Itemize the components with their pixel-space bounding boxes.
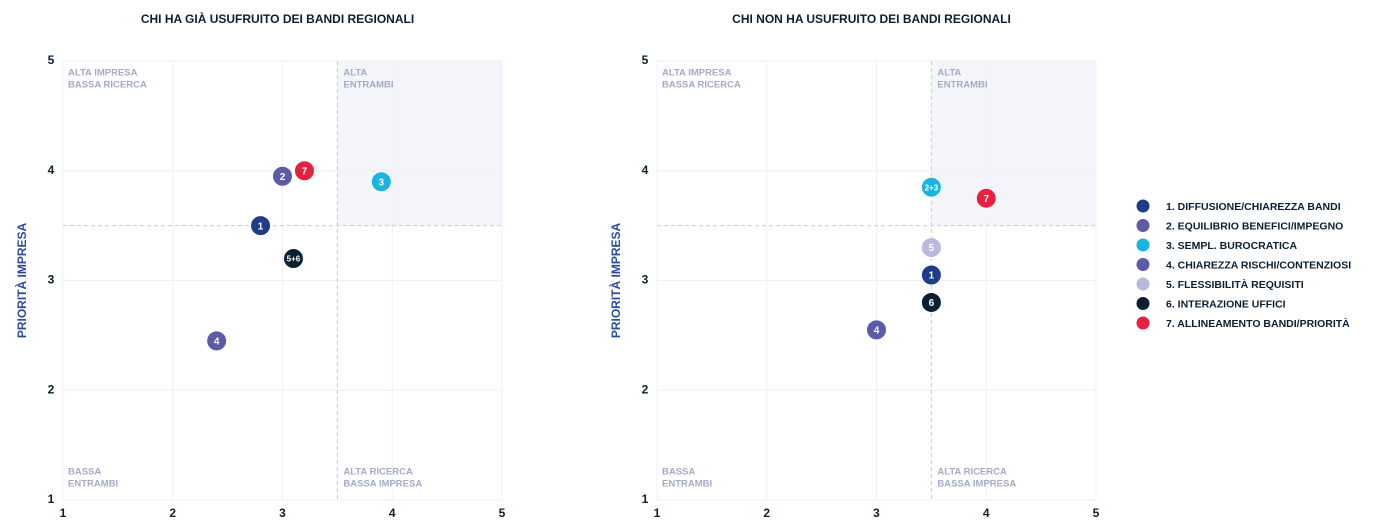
quadrant-label: BASSA RICERCA: [68, 80, 147, 91]
quadrant-highlight: [337, 61, 502, 226]
quadrant-label: ENTRAMBI: [662, 479, 712, 490]
legend-swatch: [1136, 316, 1150, 330]
point-label: 7: [983, 194, 989, 205]
legend-swatch: [1136, 277, 1150, 291]
quadrant-label: ALTA IMPRESA: [662, 68, 732, 79]
legend-label: 5. FLESSIBILITÀ REQUISITI: [1166, 278, 1304, 291]
point: [250, 215, 272, 237]
y-tick-label: 4: [48, 163, 55, 177]
y-tick-label: 4: [642, 163, 649, 177]
legend-swatch: [1136, 238, 1150, 252]
y-tick-label: 1: [642, 492, 649, 506]
point-label: 1: [929, 271, 935, 282]
point-label: 3: [378, 177, 384, 188]
x-tick-label: 4: [983, 506, 990, 520]
chart-title: CHI NON HA USUFRUITO DEI BANDI REGIONALI: [732, 12, 1011, 26]
point-label: 4: [214, 337, 220, 348]
y-tick-label: 2: [642, 382, 649, 396]
y-tick-label: 2: [48, 382, 55, 396]
legend-label: 1. DIFFUSIONE/CHIAREZZA BANDI: [1166, 201, 1341, 213]
point: [206, 330, 228, 352]
legend-swatch: [1136, 219, 1150, 232]
quadrant-label: BASSA RICERCA: [662, 80, 741, 91]
y-axis-label: PRIORITÀ IMPRESA: [608, 222, 623, 338]
point-label: 5+6: [287, 255, 301, 264]
quadrant-label: ENTRAMBI: [68, 479, 118, 490]
point: [920, 176, 942, 198]
x-tick-label: 1: [60, 506, 67, 520]
x-tick-label: 5: [499, 506, 506, 520]
quadrant-label: ENTRAMBI: [343, 80, 393, 91]
quadrant-highlight: [931, 61, 1096, 226]
legend-swatch: [1136, 297, 1150, 310]
point: [975, 187, 997, 209]
legend-swatch: [1136, 258, 1150, 271]
point-label: 2+3: [925, 183, 939, 192]
point: [282, 248, 304, 270]
quadrant-label: ALTA: [937, 68, 961, 79]
x-tick-label: 2: [169, 506, 176, 520]
legend-swatch: [1136, 199, 1150, 213]
legend-label: 3. SEMPL. BUROCRATICA: [1166, 240, 1297, 252]
quadrant-label: ALTA: [343, 68, 367, 79]
quadrant-label: ALTA RICERCA: [937, 467, 1007, 478]
point: [272, 165, 293, 187]
point-label: 7: [302, 166, 308, 177]
x-tick-label: 4: [389, 506, 396, 520]
point-label: 6: [929, 298, 935, 309]
quadrant-label: BASSA IMPRESA: [937, 479, 1016, 490]
quadrant-label: ALTA RICERCA: [343, 467, 413, 478]
quadrant-label: BASSA: [68, 467, 101, 478]
legend-label: 7. ALLINEAMENTO BANDI/PRIORITÀ: [1166, 317, 1350, 330]
legend-label: 2. EQUILIBRIO BENEFICI/IMPEGNO: [1166, 220, 1343, 232]
point: [866, 319, 887, 341]
quadrant-label: ENTRAMBI: [937, 80, 987, 91]
quadrant-label: BASSA: [662, 467, 695, 478]
point: [370, 171, 392, 193]
y-tick-label: 3: [48, 273, 55, 287]
point: [920, 237, 942, 259]
y-axis-label: PRIORITÀ IMPRESA: [14, 222, 29, 338]
legend-label: 6. INTERAZIONE UFFICI: [1166, 298, 1286, 310]
x-tick-label: 5: [1093, 506, 1100, 520]
y-tick-label: 1: [48, 492, 55, 506]
point-label: 5: [929, 243, 935, 254]
legend-label: 4. CHIAREZZA RISCHI/CONTENZIOSI: [1166, 259, 1351, 271]
y-tick-label: 5: [48, 53, 55, 67]
quadrant-label: BASSA IMPRESA: [343, 479, 422, 490]
y-tick-label: 3: [642, 273, 649, 287]
x-tick-label: 3: [279, 506, 286, 520]
point-label: 2: [280, 172, 286, 183]
point-label: 1: [258, 221, 264, 232]
x-tick-label: 2: [763, 506, 770, 520]
quadrant-label: ALTA IMPRESA: [68, 68, 138, 79]
x-tick-label: 1: [654, 506, 661, 520]
point: [920, 291, 942, 313]
y-tick-label: 5: [642, 53, 649, 67]
point-label: 4: [874, 326, 880, 337]
x-tick-label: 3: [873, 506, 880, 520]
point: [920, 264, 942, 286]
point: [293, 160, 315, 182]
chart-title: CHI HA GIÀ USUFRUITO DEI BANDI REGIONALI: [141, 11, 414, 26]
